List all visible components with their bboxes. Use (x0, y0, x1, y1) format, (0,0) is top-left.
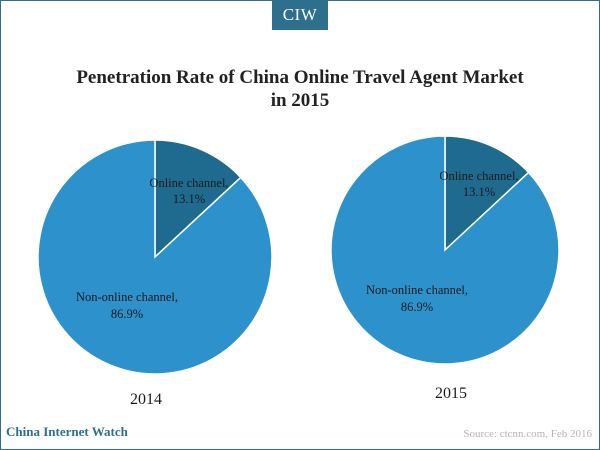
pie-2014: Online channel, 13.1% Non-online channel, 8… (37, 139, 273, 408)
ciw-logo: CIW (272, 0, 328, 30)
slice-value-non-online-2014: 86.9% (111, 307, 143, 321)
chart-title: Penetration Rate of China Online Travel … (0, 66, 600, 112)
slice-value-non-online-2015: 86.9% (401, 300, 433, 314)
year-label-2014: 2014 (130, 391, 162, 408)
footer-source: Source: ctcnn.com, Feb 2016 (463, 428, 592, 440)
slice-value-online-2015: 13.1% (463, 185, 495, 199)
slice-non-online-2015 (330, 135, 560, 365)
slice-label-non-online-2014: Non-online channel, (76, 290, 178, 304)
logo-text: CIW (282, 5, 318, 24)
year-label-2015: 2015 (435, 385, 467, 402)
slice-label-non-online-2015: Non-online channel, (366, 283, 468, 297)
slice-non-online-2014 (37, 139, 273, 375)
chart-title-line-2: in 2015 (270, 90, 330, 111)
slice-value-online-2014: 13.1% (173, 192, 205, 206)
footer-brand: China Internet Watch (6, 424, 128, 439)
slice-label-online-2014: Online channel, (149, 176, 228, 190)
slice-online-2014 (154, 139, 242, 259)
slice-online-2015 (444, 135, 530, 252)
slice-label-online-2015: Online channel, (439, 169, 518, 183)
pie-2015: Online channel, 13.1% Non-online channel, 8… (330, 135, 560, 402)
chart-title-line-1: Penetration Rate of China Online Travel … (76, 67, 524, 88)
